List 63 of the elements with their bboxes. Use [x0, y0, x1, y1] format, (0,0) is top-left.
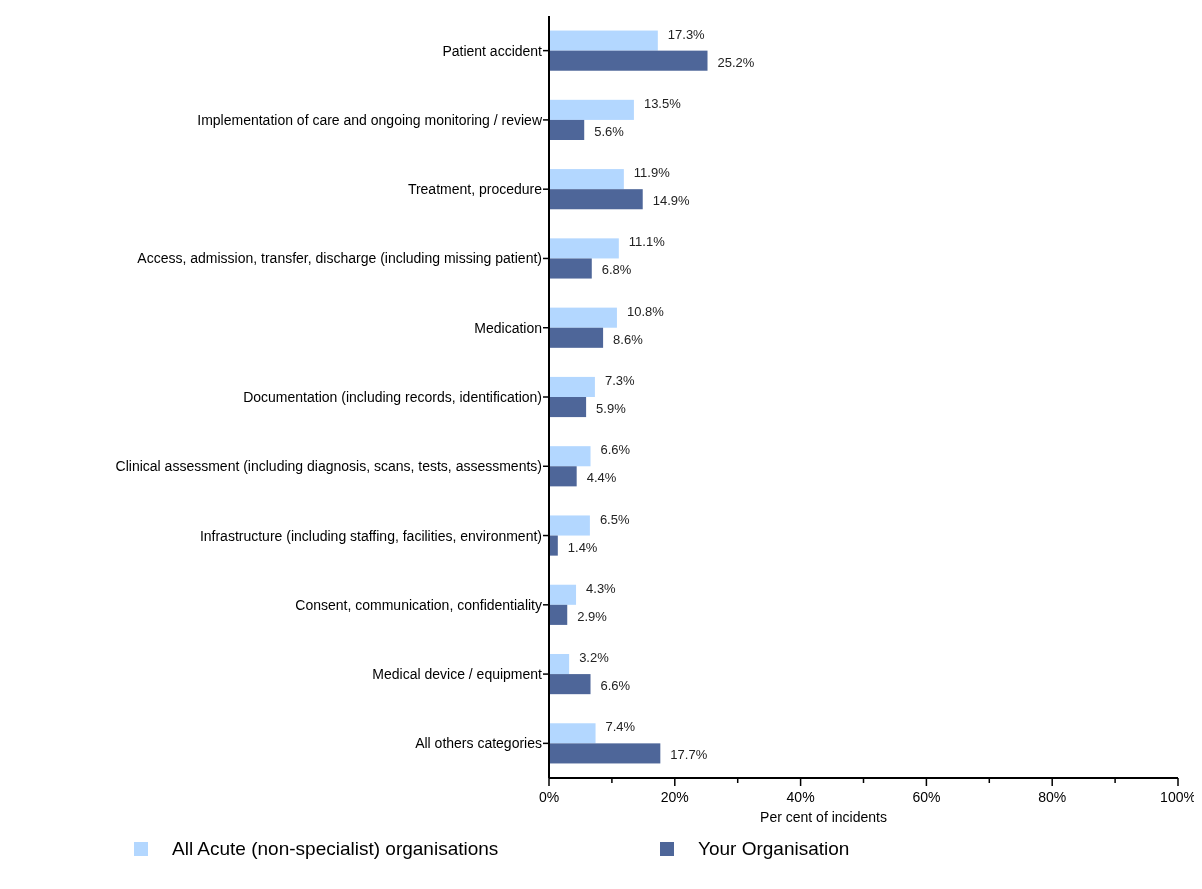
data-label: 10.8% [626, 303, 665, 319]
bar [549, 169, 624, 190]
y-tick-label: Implementation of care and ongoing monitoring / review [197, 111, 543, 128]
x-tick-label: 0% [538, 789, 560, 805]
bar [549, 515, 590, 536]
legend-label: All Acute (non-specialist) organisations [172, 838, 499, 859]
y-tick-label: Medical device / equipment [372, 666, 543, 683]
bar [549, 307, 617, 328]
bar [549, 723, 596, 744]
data-label: 2.9% [577, 608, 608, 624]
data-label: 11.9% [633, 165, 671, 181]
data-label: 14.9% [652, 193, 691, 209]
data-label: 17.7% [670, 747, 708, 763]
bar [549, 189, 643, 210]
bar [549, 604, 568, 625]
x-tick-label: 60% [912, 789, 941, 805]
bar [549, 584, 577, 605]
data-label: 5.9% [596, 401, 627, 417]
y-tick-label: Patient accident [442, 42, 543, 59]
y-tick-label: All others categories [415, 735, 542, 752]
legend-label: Your Organisation [698, 838, 850, 859]
bar [549, 327, 604, 348]
data-label: 4.4% [586, 470, 617, 486]
x-tick-label: 40% [786, 789, 815, 805]
bar [549, 376, 595, 397]
bar [549, 50, 708, 71]
bar [549, 99, 634, 120]
data-label: 11.1% [628, 234, 666, 250]
data-label: 25.2% [717, 54, 755, 70]
x-tick-label: 80% [1038, 789, 1067, 805]
bar [549, 535, 558, 556]
y-tick-label: Treatment, procedure [407, 181, 543, 198]
bar [549, 238, 619, 259]
data-label: 7.3% [604, 372, 635, 388]
bar [549, 466, 577, 487]
data-label: 17.3% [667, 26, 706, 42]
bar [549, 30, 658, 51]
data-label: 4.3% [586, 580, 617, 596]
x-tick-label: 20% [660, 789, 689, 805]
y-tick-label: Medication [474, 319, 542, 336]
data-label: 6.5% [599, 511, 630, 527]
data-label: 6.6% [600, 442, 631, 458]
bar [549, 397, 587, 418]
bar [549, 258, 592, 279]
bar [549, 654, 570, 675]
data-label: 1.4% [567, 539, 598, 555]
y-tick-label: Documentation (including records, identification) [243, 389, 542, 405]
data-label: 5.6% [594, 123, 625, 139]
y-tick-label: Consent, communication, confidentiality [295, 596, 542, 613]
data-label: 13.5% [643, 95, 682, 111]
data-label: 6.8% [601, 262, 632, 278]
bar [549, 674, 591, 695]
bar [549, 743, 661, 764]
data-label: 8.6% [613, 331, 644, 347]
bar [549, 446, 591, 467]
y-tick-label: Infrastructure (including staffing, facilities, environment) [199, 527, 542, 544]
data-label: 3.2% [579, 650, 610, 666]
data-label: 7.4% [605, 719, 636, 735]
y-tick-label: Clinical assessment (including diagnosis, scans, tests, assessments) [115, 458, 542, 475]
y-tick-label: Access, admission, transfer, discharge (including missing patient) [137, 250, 542, 267]
bar [549, 119, 585, 140]
x-axis-title: Per cent of incidents [760, 809, 887, 825]
data-label: 6.6% [600, 678, 631, 694]
